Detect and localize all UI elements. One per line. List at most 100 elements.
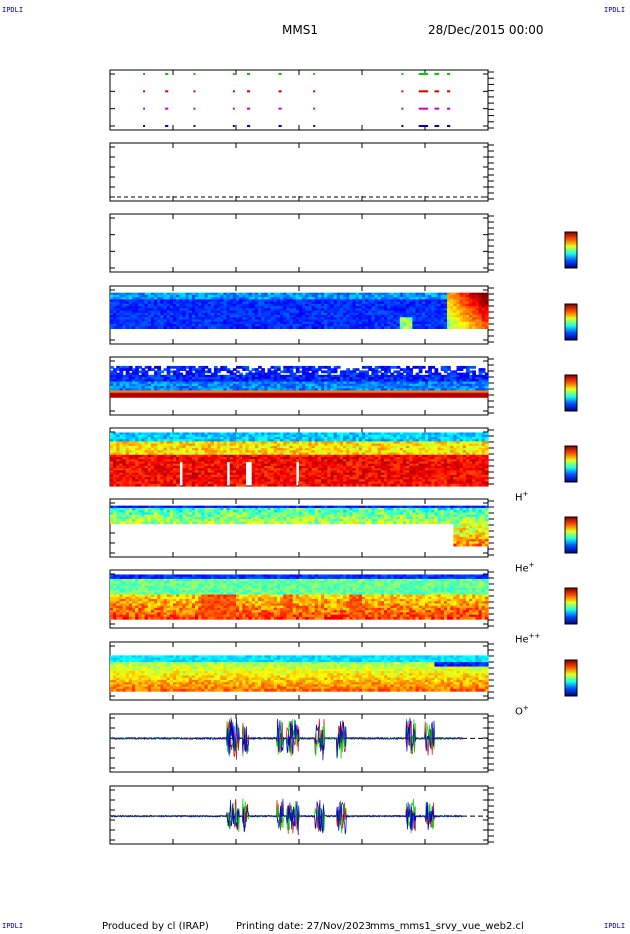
heat-cell <box>302 383 306 387</box>
heat-cell <box>201 394 206 398</box>
heat-cell <box>113 443 117 447</box>
heat-cell <box>343 306 347 309</box>
heat-cell <box>472 323 476 327</box>
heat-cell <box>305 394 310 398</box>
heat-cell <box>283 326 287 329</box>
heat-cell <box>396 379 401 383</box>
heat-cell <box>292 383 297 387</box>
heat-cell <box>283 303 287 307</box>
heat-cell <box>336 321 341 325</box>
heat-cell <box>226 454 231 458</box>
heat-cell <box>217 443 221 447</box>
heat-cell <box>138 317 143 321</box>
heat-cell <box>236 315 240 318</box>
heat-cell <box>330 312 335 316</box>
heat-cell <box>195 472 199 476</box>
heat-cell <box>481 294 486 298</box>
heat-cell <box>465 388 470 392</box>
heat-cell <box>150 303 155 307</box>
heat-cell <box>484 319 489 323</box>
heat-cell <box>481 299 486 303</box>
heat-cell <box>116 443 121 447</box>
heat-cell <box>349 299 354 303</box>
heat-cell <box>254 432 259 436</box>
heat-cell <box>352 326 357 329</box>
heat-cell <box>450 386 454 389</box>
heat-cell <box>374 390 379 394</box>
heat-cell <box>409 292 413 296</box>
heat-cell <box>116 463 121 467</box>
heat-cell <box>415 319 420 323</box>
datetime-title: 28/Dec/2015 00:00 <box>428 23 544 37</box>
heat-cell <box>245 297 250 300</box>
heat-cell <box>195 452 199 456</box>
heat-cell <box>327 299 332 303</box>
heat-cell <box>276 368 281 371</box>
heat-cell <box>440 315 445 318</box>
heat-cell <box>365 321 369 325</box>
heat-cell <box>321 326 325 329</box>
heat-cell <box>418 319 423 323</box>
heat-cell <box>185 436 190 440</box>
heat-cell <box>176 432 180 436</box>
heat-cell <box>154 308 158 312</box>
heat-cell <box>459 368 464 371</box>
heat-cell <box>116 310 121 314</box>
heat-cell <box>289 394 294 398</box>
heat-cell <box>443 315 448 318</box>
heat-cell <box>254 390 259 394</box>
heat-cell <box>421 321 426 325</box>
heat-cell <box>481 390 486 394</box>
heat-cell <box>472 381 476 385</box>
heat-cell <box>349 301 354 305</box>
heat-cell <box>229 457 234 460</box>
heat-cell <box>217 301 221 305</box>
heat-cell <box>384 383 388 387</box>
heat-cell <box>286 315 291 318</box>
heat-cell <box>437 392 442 396</box>
heat-cell <box>261 439 265 442</box>
heat-cell <box>207 452 212 456</box>
heat-cell <box>396 370 401 374</box>
heat-cell <box>201 379 206 383</box>
heat-cell <box>371 379 376 383</box>
heat-cell <box>434 310 439 314</box>
heat-cell <box>213 463 218 467</box>
heat-cell <box>166 439 171 442</box>
heat-cell <box>213 308 218 312</box>
heat-cell <box>292 301 297 305</box>
heat-cell <box>484 374 489 378</box>
heat-cell <box>292 379 297 383</box>
heat-cell <box>195 381 199 385</box>
heat-cell <box>188 477 193 480</box>
heat-cell <box>217 461 221 465</box>
heat-cell <box>317 317 322 321</box>
heat-cell <box>286 392 291 396</box>
heat-cell <box>465 303 470 307</box>
heat-cell <box>384 381 388 385</box>
heat-cell <box>343 294 347 298</box>
heat-cell <box>210 459 215 463</box>
heat-cell <box>456 319 461 323</box>
heat-cell <box>377 306 382 309</box>
heat-cell <box>280 321 284 325</box>
heat-cell <box>380 386 385 389</box>
heat-cell <box>122 392 127 396</box>
heat-cell <box>270 315 275 318</box>
heat-cell <box>447 310 451 314</box>
heat-cell <box>251 468 256 471</box>
heat-cell <box>450 392 454 396</box>
heat-cell <box>113 392 117 396</box>
heat-cell <box>302 374 306 378</box>
heat-cell <box>141 390 146 394</box>
heat-cell <box>169 294 174 298</box>
heat-cell <box>462 394 467 398</box>
heat-cell <box>478 303 483 307</box>
heat-cell <box>339 374 344 378</box>
heat-cell <box>141 379 146 383</box>
burst-mark-SC1 <box>247 125 251 127</box>
heat-cell <box>289 294 294 298</box>
heat-cell <box>201 474 206 478</box>
heat-cell <box>431 323 436 327</box>
heat-cell <box>472 294 476 298</box>
